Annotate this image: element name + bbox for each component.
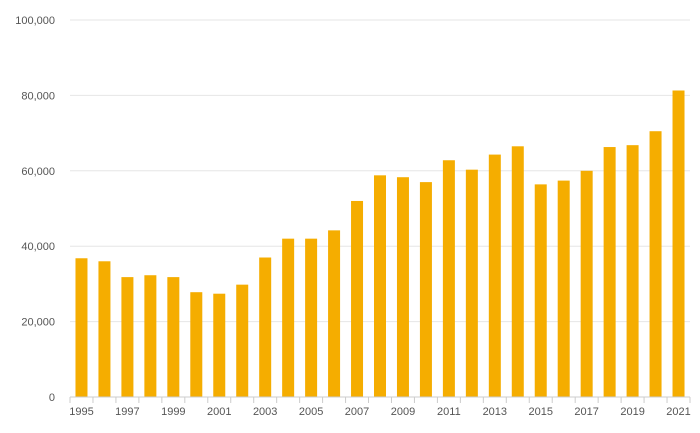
- x-tick-label: 1995: [69, 406, 93, 418]
- bar-2017: [580, 170, 593, 397]
- x-axis-ticks: [69, 397, 691, 403]
- bar-2020: [649, 131, 662, 397]
- bar-2003: [259, 257, 272, 397]
- bar-1997: [121, 277, 134, 397]
- y-tick-label: 20,000: [21, 317, 55, 329]
- bar-2015: [534, 184, 547, 397]
- x-tick-label: 2007: [345, 406, 369, 418]
- x-tick-label: 2003: [253, 406, 277, 418]
- bar-2010: [419, 182, 432, 397]
- bar-1995: [75, 258, 88, 397]
- y-tick-label: 60,000: [21, 166, 55, 178]
- bar-1999: [167, 277, 180, 397]
- bar-2012: [465, 169, 478, 397]
- y-axis-labels: 0 20,000 40,000 60,000 80,000 100,000: [15, 15, 55, 404]
- x-tick-label: 2015: [528, 406, 552, 418]
- x-tick-label: 2011: [437, 406, 461, 418]
- bar-1996: [98, 261, 111, 397]
- x-tick-label: 2021: [666, 406, 690, 418]
- bar-2000: [190, 292, 203, 397]
- x-tick-label: 2001: [207, 406, 231, 418]
- bar-2011: [442, 160, 455, 397]
- x-tick-label: 2017: [574, 406, 598, 418]
- bar-2008: [374, 175, 386, 397]
- y-tick-label: 40,000: [21, 241, 55, 253]
- bar-2018: [603, 147, 616, 397]
- bar-2002: [236, 284, 249, 397]
- bar-2021: [672, 90, 685, 398]
- bar-2019: [626, 145, 639, 397]
- y-tick-label: 80,000: [21, 90, 55, 102]
- x-tick-label: 1999: [161, 406, 185, 418]
- x-tick-label: 1997: [115, 406, 139, 418]
- bar-2009: [396, 177, 409, 397]
- y-tick-label: 0: [49, 392, 55, 404]
- bar-2004: [282, 238, 295, 397]
- x-tick-label: 2005: [299, 406, 323, 418]
- x-tick-label: 2013: [483, 406, 507, 418]
- x-tick-label: 2019: [620, 406, 644, 418]
- y-tick-label: 100,000: [15, 15, 55, 27]
- bar-2005: [305, 238, 318, 397]
- bars: [75, 90, 685, 398]
- bar-2013: [488, 154, 501, 397]
- x-axis-labels: 1995 1997 1999 2001 2003 2005 2007 2009 2011 2013…: [69, 406, 691, 418]
- bar-2001: [213, 293, 226, 397]
- bar-2016: [557, 180, 570, 397]
- bar-2006: [328, 230, 341, 397]
- x-tick-label: 2009: [391, 406, 415, 418]
- bar-2014: [511, 146, 524, 397]
- bar-1998: [144, 275, 157, 397]
- bar-2007: [351, 200, 364, 397]
